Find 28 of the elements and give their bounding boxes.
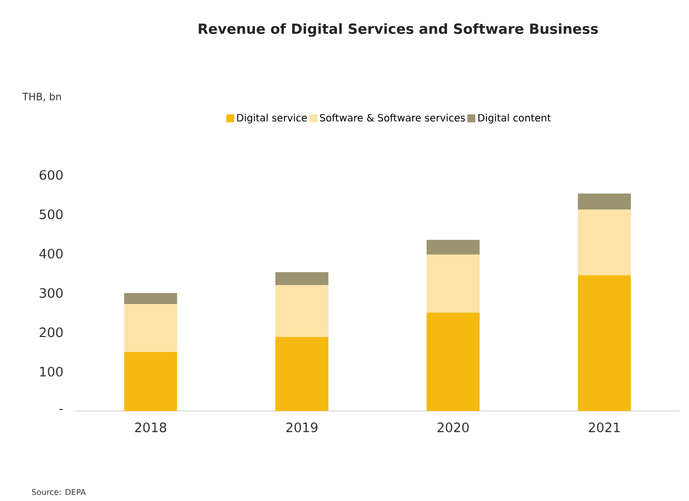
bar [275,285,328,338]
y-tick-label: 100 [40,366,63,377]
bar [124,352,178,411]
bar [578,193,631,210]
x-tick-label: 2019 [286,422,318,432]
y-tick-label: 200 [40,327,63,338]
bar [578,210,631,276]
chart-title: Revenue of Digital Services and Software Business [198,23,598,37]
legend-label: Digital service [237,114,307,124]
text: THB, bn [22,92,61,102]
bar [426,240,480,254]
bar [275,337,328,411]
bar [578,275,631,411]
legend-label: Software & Software services [320,114,465,122]
y-tick-label: 600 [40,170,63,180]
bar [124,292,178,304]
y-tick-label: - [59,408,63,410]
bar [426,312,480,411]
y-tick-label: 300 [40,288,63,298]
bar [426,254,480,313]
x-tick-label: 2021 [588,422,620,432]
y-tick-label: 400 [39,248,63,259]
bar [275,272,328,286]
y-tick-label: 500 [40,209,63,220]
x-tick-label: 2020 [438,422,469,432]
x-tick-label: 2018 [135,422,166,432]
legend-label: Digital content [478,114,551,124]
bar [124,304,178,352]
